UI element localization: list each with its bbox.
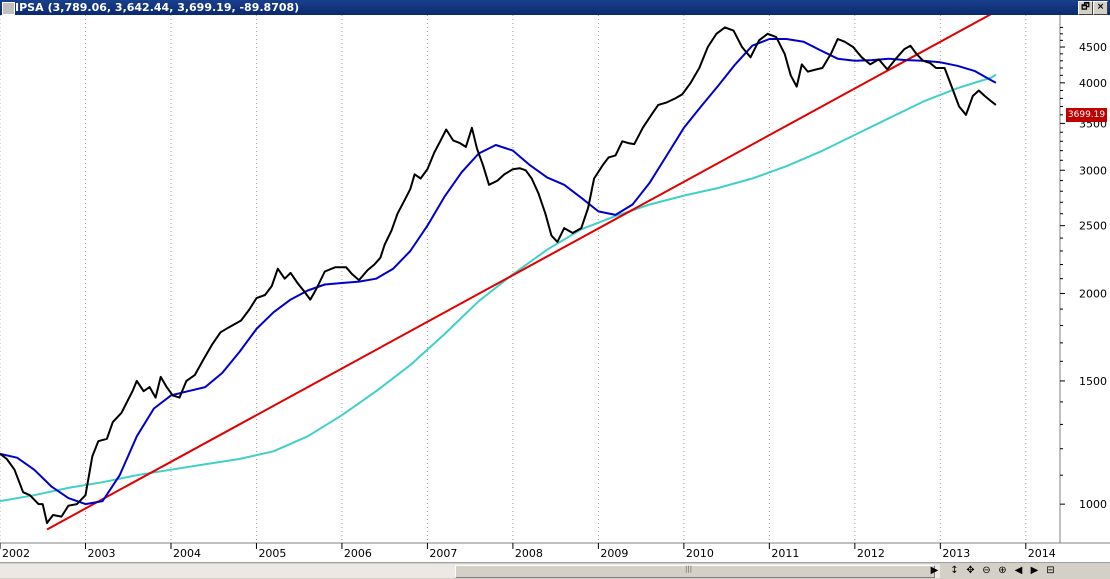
zoom-in-icon[interactable]: ⊕ <box>996 564 1009 577</box>
x-tick-label-2007: 2007 <box>429 547 457 560</box>
chart-window-icon <box>2 2 15 15</box>
ma-long-line <box>0 75 996 502</box>
ohlc-readout: (3,789.06, 3,642.44, 3,699.19, -89.8708) <box>48 1 300 14</box>
y-tick-label-2000: 2000 <box>1079 287 1107 300</box>
y-tick-label-3000: 3000 <box>1079 164 1107 177</box>
chart-title: IPSA (3,789.06, 3,642.44, 3,699.19, -89.8… <box>15 0 299 15</box>
x-tick-label-2006: 2006 <box>344 547 372 560</box>
grip-icon: ||| <box>685 565 692 573</box>
ma-short-line <box>0 39 996 504</box>
x-tick-label-2014: 2014 <box>1028 547 1056 560</box>
horizontal-scrollbar[interactable]: ||| ▶ ↕ ✥ ⊖ ⊕ ◀ ▶ ⊟ <box>0 562 1110 579</box>
scrollbar-thumb[interactable] <box>455 565 935 578</box>
x-tick-label-2012: 2012 <box>857 547 885 560</box>
x-tick-label-2010: 2010 <box>686 547 714 560</box>
last-price-marker: 3699.19 <box>1066 108 1107 122</box>
trendline-line <box>47 15 992 530</box>
x-tick-label-2005: 2005 <box>258 547 286 560</box>
x-tick-label-2002: 2002 <box>2 547 30 560</box>
symbol-label: IPSA <box>15 1 44 14</box>
scroll-left-icon[interactable]: ◀ <box>1012 564 1025 577</box>
maximize-pane-icon[interactable]: ⊟ <box>1044 564 1057 577</box>
x-tick-label-2009: 2009 <box>600 547 628 560</box>
x-tick-label-2003: 2003 <box>87 547 115 560</box>
x-tick-label-2011: 2011 <box>771 547 799 560</box>
x-tick-label-2004: 2004 <box>173 547 201 560</box>
zoom-out-icon[interactable]: ⊖ <box>980 564 993 577</box>
chart-window-titlebar: IPSA (3,789.06, 3,642.44, 3,699.19, -89.8… <box>0 0 1110 15</box>
y-tick-label-4500: 4500 <box>1079 41 1107 54</box>
x-tick-label-2008: 2008 <box>515 547 543 560</box>
price-line <box>0 27 996 523</box>
y-tick-label-1000: 1000 <box>1079 498 1107 511</box>
close-window-button[interactable]: × <box>1093 1 1108 15</box>
y-tick-label-1500: 1500 <box>1079 375 1107 388</box>
scroll-right-button[interactable]: ▶ <box>928 564 941 577</box>
y-tick-label-4000: 4000 <box>1079 77 1107 90</box>
scale-vertical-icon[interactable]: ↕ <box>948 564 961 577</box>
restore-window-button[interactable]: 🗗 <box>1078 1 1093 15</box>
y-tick-label-2500: 2500 <box>1079 220 1107 233</box>
x-tick-label-2013: 2013 <box>942 547 970 560</box>
pan-icon[interactable]: ✥ <box>964 564 977 577</box>
scroll-right-icon[interactable]: ▶ <box>1028 564 1041 577</box>
